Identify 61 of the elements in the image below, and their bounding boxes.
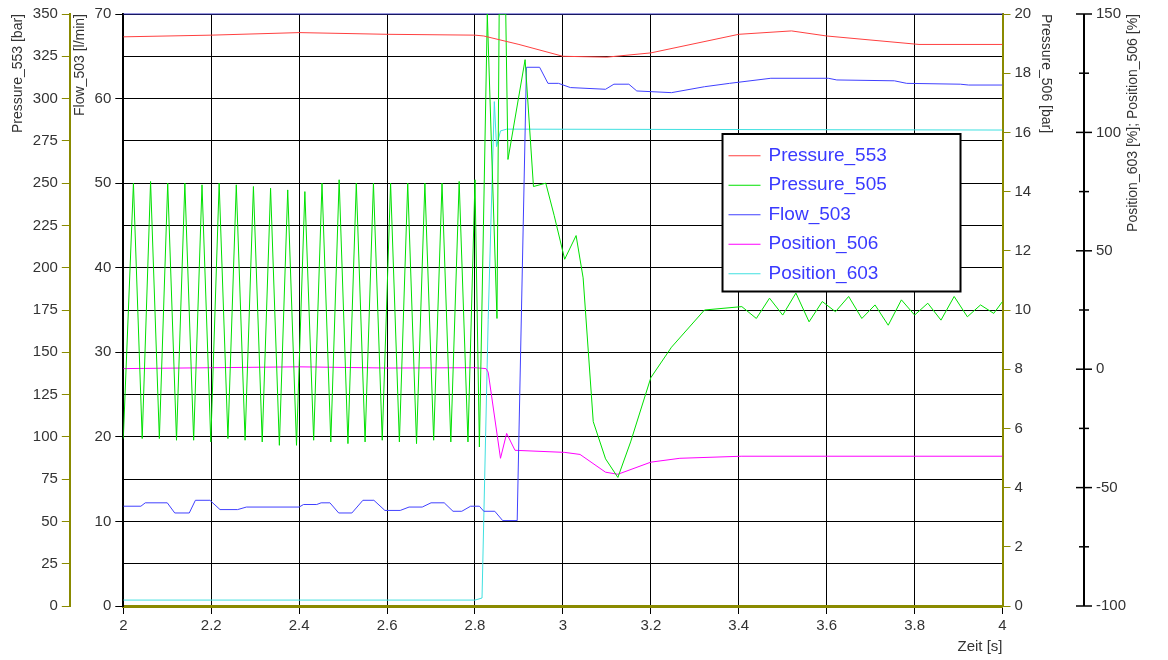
text: Position_603 [%]; Position_506 [%]: [1123, 14, 1140, 232]
legend-label: Position_603: [768, 261, 879, 284]
y3-tick-label: 20: [94, 427, 112, 444]
y-axis-title: Pressure_553 [bar]: [9, 14, 26, 134]
y2-tick-label: 2: [1014, 536, 1023, 554]
y-tick-label: 125: [32, 384, 58, 402]
y2-tick-label: 4: [1014, 477, 1023, 495]
y-tick-label: 225: [32, 215, 58, 233]
y2-tick-label: 0: [1014, 596, 1023, 614]
text: 100: [1096, 122, 1122, 140]
y2-tick-label: 16: [1014, 122, 1032, 140]
y-tick-label: 175: [32, 300, 58, 318]
x-tick-label: 3.6: [816, 616, 838, 634]
legend-label: Position_506: [768, 232, 879, 255]
y-tick-label: 325: [32, 46, 58, 64]
x-tick-label: 3.2: [640, 616, 662, 634]
x-tick-label: 2.4: [288, 616, 310, 634]
y3-tick-label: 30: [94, 342, 112, 360]
text: -100: [1096, 596, 1127, 614]
x-tick-label: 4: [998, 616, 1007, 634]
y3-tick-label: 60: [94, 88, 112, 106]
legend-label: Pressure_505: [768, 173, 887, 196]
y3-tick-label: 40: [94, 257, 112, 275]
y3-tick-label: 10: [94, 511, 112, 529]
y2-tick-label: 12: [1014, 240, 1032, 258]
x-tick-label: 2.8: [464, 616, 486, 634]
y-tick-label: 0: [49, 596, 58, 614]
y-tick-label: 200: [32, 257, 58, 275]
x-tick-label: 3.8: [904, 616, 926, 634]
y2-tick-label: 8: [1014, 359, 1023, 377]
y2-tick-label: 10: [1014, 300, 1032, 318]
y-tick-label: 75: [41, 469, 58, 487]
y2-axis-title: Pressure_506 [bar]: [1038, 14, 1055, 134]
y3-tick-label: 50: [94, 173, 112, 191]
y-tick-label: 275: [32, 131, 58, 148]
y3-axis-title: Flow_503 [l/min]: [71, 14, 88, 116]
y2-tick-label: 14: [1014, 181, 1032, 199]
y-tick-label: 25: [41, 553, 58, 571]
x-axis-title: Zeit [s]: [957, 637, 1003, 655]
y-tick-label: 350: [32, 4, 58, 22]
x-tick-label: 2.6: [376, 616, 398, 634]
y2-tick-label: 18: [1014, 63, 1032, 81]
y-tick-label: 150: [32, 342, 58, 360]
text: -50: [1096, 477, 1118, 495]
text: 50: [1096, 240, 1113, 258]
x-tick-label: 3: [558, 616, 568, 634]
y3-tick-label: 0: [102, 596, 112, 614]
y-tick-label: 300: [32, 88, 58, 106]
text: 0: [1096, 359, 1105, 377]
x-tick-label: 2.2: [200, 616, 222, 634]
legend-label: Pressure_553: [768, 143, 887, 166]
y2-tick-label: 6: [1014, 418, 1023, 436]
y-tick-label: 50: [41, 511, 58, 529]
y-tick-label: 100: [32, 427, 58, 444]
legend-label: Flow_503: [768, 202, 851, 225]
x-tick-label: 2: [119, 616, 128, 634]
y3-tick-label: 70: [94, 4, 112, 22]
x-tick-label: 3.4: [728, 616, 750, 634]
text: 150: [1096, 4, 1122, 22]
y-tick-label: 250: [32, 173, 58, 191]
y2-tick-label: 20: [1014, 4, 1032, 22]
